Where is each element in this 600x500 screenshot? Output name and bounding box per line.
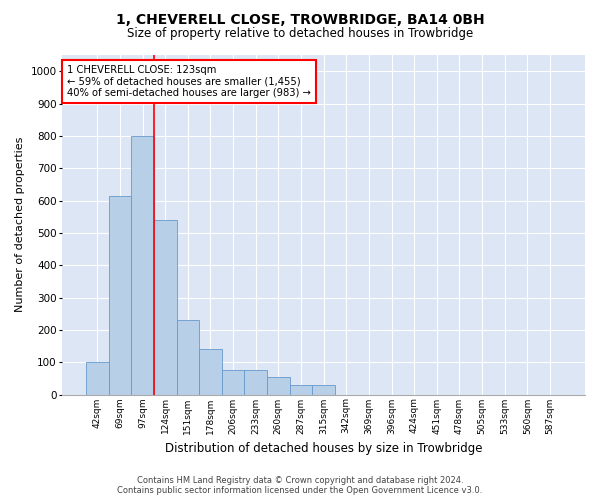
- Bar: [313, 385, 335, 394]
- Text: Size of property relative to detached houses in Trowbridge: Size of property relative to detached ho…: [127, 28, 473, 40]
- Bar: [176, 320, 199, 394]
- Bar: [267, 376, 290, 394]
- Bar: [222, 370, 244, 394]
- Bar: [290, 385, 313, 394]
- Text: Contains HM Land Registry data © Crown copyright and database right 2024.
Contai: Contains HM Land Registry data © Crown c…: [118, 476, 482, 495]
- Y-axis label: Number of detached properties: Number of detached properties: [15, 137, 25, 312]
- Bar: [86, 362, 109, 394]
- Bar: [109, 196, 131, 394]
- Text: 1 CHEVERELL CLOSE: 123sqm
← 59% of detached houses are smaller (1,455)
40% of se: 1 CHEVERELL CLOSE: 123sqm ← 59% of detac…: [67, 65, 311, 98]
- Bar: [131, 136, 154, 394]
- Text: 1, CHEVERELL CLOSE, TROWBRIDGE, BA14 0BH: 1, CHEVERELL CLOSE, TROWBRIDGE, BA14 0BH: [116, 12, 484, 26]
- Bar: [154, 220, 176, 394]
- Bar: [244, 370, 267, 394]
- X-axis label: Distribution of detached houses by size in Trowbridge: Distribution of detached houses by size …: [165, 442, 482, 455]
- Bar: [199, 349, 222, 395]
